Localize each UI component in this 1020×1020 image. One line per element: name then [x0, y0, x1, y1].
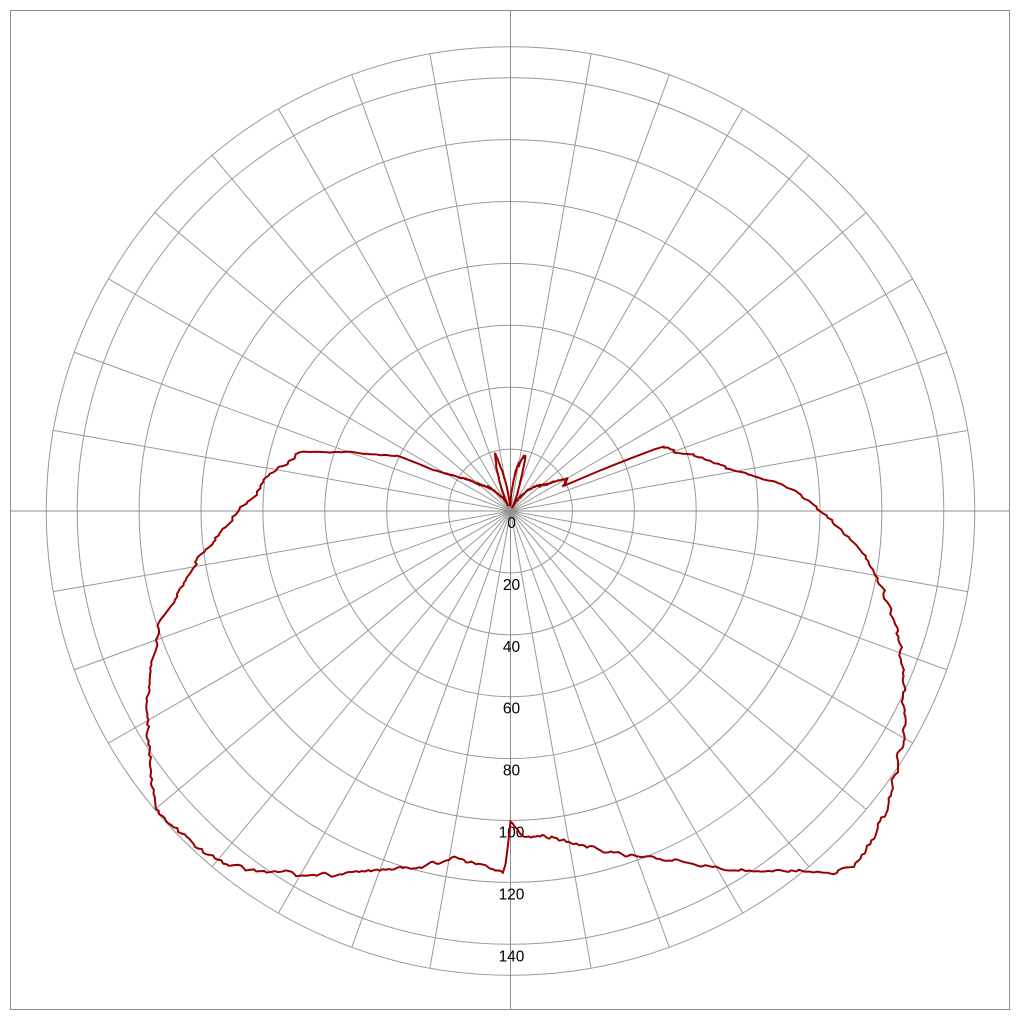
svg-text:80: 80	[503, 763, 521, 780]
svg-text:40: 40	[503, 639, 521, 656]
svg-text:20: 20	[503, 577, 521, 594]
svg-text:60: 60	[503, 701, 521, 718]
svg-text:140: 140	[499, 948, 525, 965]
svg-text:120: 120	[499, 886, 525, 903]
svg-text:0: 0	[507, 515, 516, 532]
